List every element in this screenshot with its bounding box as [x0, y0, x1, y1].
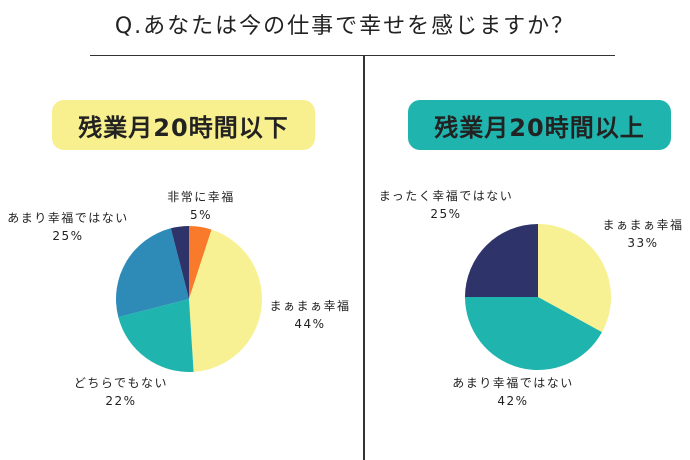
slice-label: どちらでもない 22%: [73, 376, 169, 408]
pie-slice-まぁまぁ幸福: [189, 229, 263, 372]
slice-label: あまり幸福ではない 25%: [7, 211, 129, 243]
divider: [363, 55, 365, 460]
left-chart-title: 残業月20時間以下: [52, 100, 315, 150]
slice-label: 非常に幸福 5%: [167, 190, 235, 222]
chart-title: Q.あなたは今の仕事で幸せを感じますか？: [114, 14, 576, 39]
title-underline: [90, 55, 615, 56]
slice-label: あまり幸福ではない 42%: [452, 376, 574, 408]
pie-slice-非常に幸福: [189, 226, 212, 299]
pie-slice-あまり幸福ではない: [465, 297, 602, 371]
pie-slice-まぁまぁ幸福: [538, 224, 611, 333]
pie-slice: [170, 226, 189, 299]
slice-label: まったく幸福ではない 25%: [378, 189, 514, 221]
slice-label: まぁまぁ幸福 33%: [602, 218, 684, 250]
pie-slice-あまり幸福ではない: [116, 228, 189, 318]
right-chart-title: 残業月20時間以上: [408, 100, 671, 150]
slice-label: まぁまぁ幸福 44%: [269, 299, 351, 331]
pie-slice-まったく幸福ではない: [465, 224, 538, 297]
pie-slice-どちらでもない: [118, 299, 194, 372]
